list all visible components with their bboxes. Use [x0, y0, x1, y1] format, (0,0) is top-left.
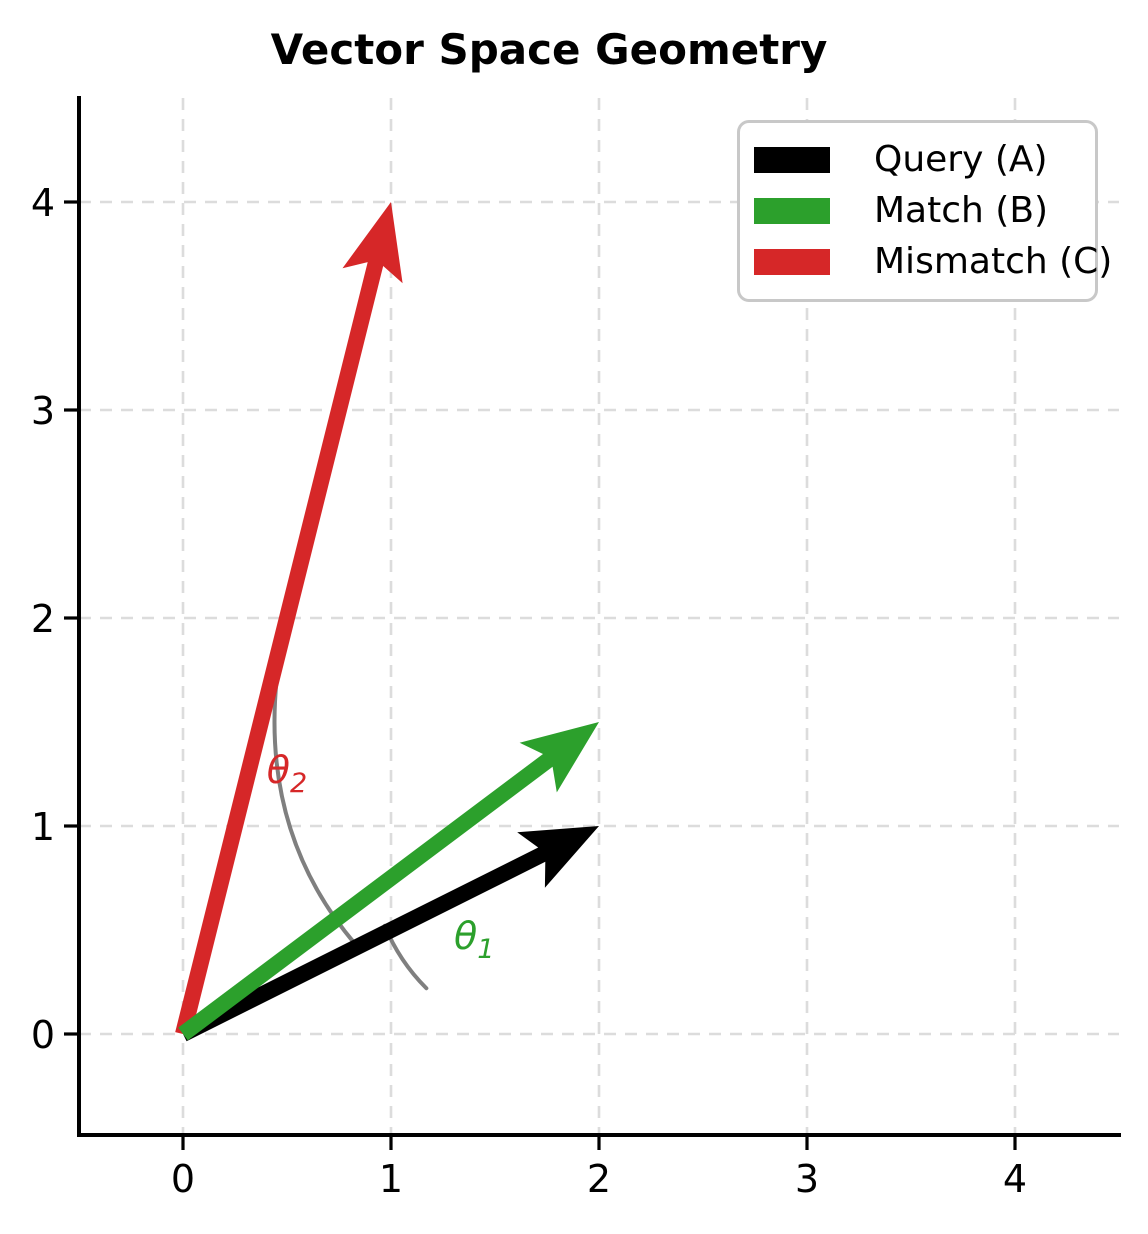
x-tick-label: 4	[1003, 1157, 1027, 1201]
legend-item-query: Query (A)	[754, 142, 1095, 178]
x-tick-label: 3	[795, 1157, 819, 1201]
angle-arcs	[272, 624, 429, 991]
angle-label-theta-1: θ1	[454, 914, 494, 965]
legend-swatch-match	[754, 198, 830, 224]
vector-mismatch-c	[175, 202, 403, 1036]
x-tick-label: 0	[171, 1157, 195, 1201]
chart-title: Vector Space Geometry	[271, 25, 828, 74]
y-tick-label: 0	[31, 1013, 55, 1057]
y-tick-label: 2	[31, 597, 55, 641]
y-tick-label: 4	[31, 181, 55, 225]
legend-label-mismatch: Mismatch (C)	[874, 241, 1113, 282]
legend: Query (A) Match (B) Mismatch (C)	[737, 120, 1112, 302]
legend-label-match: Match (B)	[874, 190, 1049, 231]
y-tick-label: 3	[31, 389, 55, 433]
legend-label-query: Query (A)	[874, 139, 1048, 180]
legend-swatch-query	[754, 147, 830, 173]
y-tick-label: 1	[31, 805, 55, 849]
x-tick-label: 2	[587, 1157, 611, 1201]
legend-item-match: Match (B)	[754, 193, 1095, 229]
legend-item-mismatch: Mismatch (C)	[754, 244, 1112, 280]
vector-query-a	[179, 826, 599, 1042]
x-tick-label: 1	[379, 1157, 403, 1201]
axes: 0 1 2 3 4 0 1 2 3 4	[31, 96, 1121, 1201]
vectors	[175, 202, 599, 1042]
angle-label-theta-2: θ2	[267, 748, 307, 799]
vector-match-b	[178, 722, 599, 1041]
legend-swatch-mismatch	[754, 249, 830, 275]
angle-labels: θ1 θ2	[267, 748, 495, 965]
